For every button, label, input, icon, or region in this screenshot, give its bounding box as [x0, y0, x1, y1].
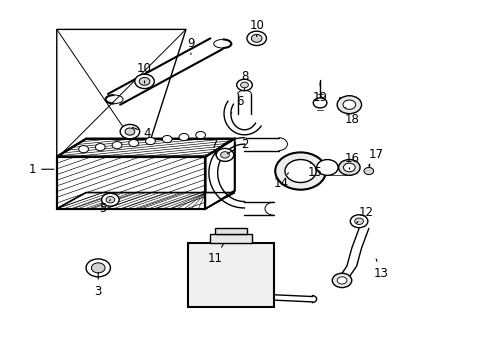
- Circle shape: [220, 152, 229, 158]
- Circle shape: [354, 218, 363, 225]
- Circle shape: [246, 31, 266, 45]
- Polygon shape: [57, 30, 185, 158]
- Polygon shape: [205, 139, 234, 209]
- Circle shape: [331, 273, 351, 288]
- Text: 5: 5: [99, 200, 110, 215]
- Polygon shape: [57, 157, 205, 209]
- Text: 14: 14: [273, 173, 288, 190]
- Circle shape: [139, 77, 150, 85]
- Circle shape: [145, 138, 155, 145]
- Circle shape: [179, 134, 188, 141]
- Circle shape: [129, 140, 138, 147]
- Text: 6: 6: [231, 95, 243, 113]
- Circle shape: [343, 163, 354, 172]
- Text: 12: 12: [356, 206, 373, 223]
- Bar: [215, 228, 246, 234]
- Circle shape: [195, 131, 205, 139]
- Circle shape: [338, 159, 359, 175]
- Circle shape: [363, 167, 373, 175]
- Circle shape: [162, 135, 172, 143]
- Text: 17: 17: [368, 148, 383, 166]
- Circle shape: [125, 128, 135, 135]
- Circle shape: [313, 98, 326, 108]
- Text: 19: 19: [312, 83, 327, 104]
- Polygon shape: [57, 193, 234, 209]
- Circle shape: [216, 148, 233, 161]
- Text: 4: 4: [132, 127, 150, 140]
- Bar: [188, 243, 273, 307]
- Circle shape: [251, 35, 262, 42]
- Text: 15: 15: [307, 162, 322, 179]
- Circle shape: [316, 159, 337, 175]
- Circle shape: [112, 141, 122, 149]
- Circle shape: [106, 197, 115, 203]
- Text: 7: 7: [211, 138, 219, 155]
- Text: 9: 9: [187, 37, 194, 54]
- Text: 3: 3: [94, 273, 102, 298]
- Circle shape: [342, 100, 355, 109]
- Circle shape: [285, 159, 316, 183]
- Text: 13: 13: [373, 259, 387, 280]
- Circle shape: [275, 152, 325, 190]
- Circle shape: [102, 193, 119, 206]
- Circle shape: [79, 145, 88, 153]
- Circle shape: [91, 263, 105, 273]
- Text: 1: 1: [29, 163, 54, 176]
- Circle shape: [349, 215, 367, 228]
- Circle shape: [135, 74, 154, 89]
- Bar: [210, 234, 251, 243]
- Circle shape: [336, 96, 361, 114]
- Circle shape: [336, 277, 346, 284]
- Text: 2: 2: [227, 138, 248, 154]
- Text: 8: 8: [240, 69, 248, 90]
- Text: 10: 10: [249, 19, 264, 37]
- Text: 18: 18: [344, 107, 359, 126]
- Circle shape: [236, 79, 252, 91]
- Circle shape: [240, 82, 248, 88]
- Polygon shape: [57, 139, 234, 157]
- Text: 10: 10: [137, 62, 152, 83]
- Circle shape: [95, 144, 105, 151]
- Circle shape: [86, 259, 110, 277]
- Text: 11: 11: [207, 243, 223, 265]
- Circle shape: [120, 125, 140, 139]
- Text: 16: 16: [344, 152, 359, 169]
